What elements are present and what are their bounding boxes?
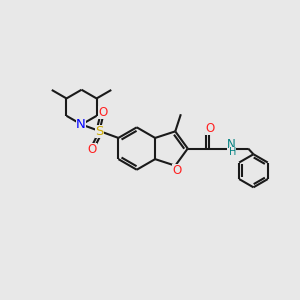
Text: S: S [95, 124, 104, 137]
Text: O: O [88, 143, 97, 156]
Text: O: O [98, 106, 108, 119]
Text: O: O [205, 122, 214, 134]
Text: H: H [229, 147, 236, 157]
Text: O: O [172, 164, 182, 177]
Text: N: N [76, 118, 86, 131]
Text: N: N [227, 138, 236, 151]
